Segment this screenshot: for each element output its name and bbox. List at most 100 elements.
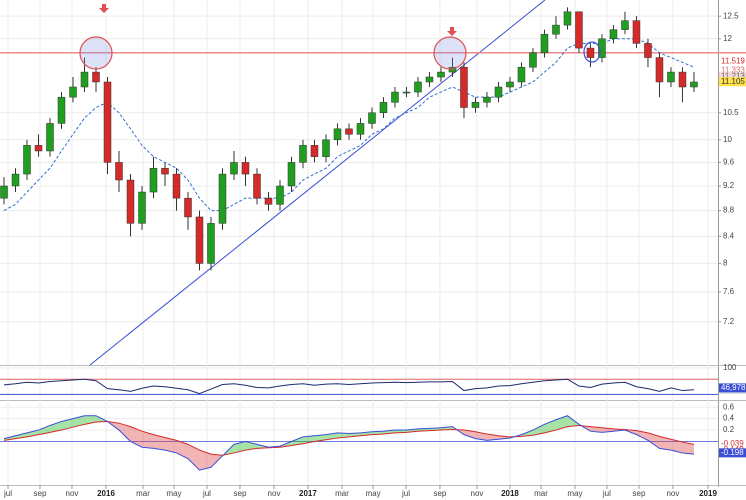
fill-band xyxy=(61,418,73,431)
fill-band xyxy=(233,441,246,453)
price-label-bg xyxy=(719,65,746,75)
trendline xyxy=(89,0,546,366)
signal-line xyxy=(3,420,695,456)
candle-body xyxy=(253,173,261,199)
candle-body xyxy=(46,123,54,152)
candle-body xyxy=(172,173,181,199)
highlight-circle xyxy=(433,36,467,70)
candle-body xyxy=(586,47,595,58)
candle-body xyxy=(230,162,238,175)
fill-band xyxy=(118,423,131,442)
candle-body xyxy=(356,123,365,135)
candle-body xyxy=(632,20,641,44)
x-tick-label: may xyxy=(166,489,181,498)
price-label-bg xyxy=(719,56,746,66)
candle-body xyxy=(460,66,468,108)
candle-body xyxy=(149,167,158,193)
highlight-circle xyxy=(79,36,113,70)
candle-body xyxy=(161,167,169,175)
x-tick-label: may xyxy=(567,489,582,498)
candle-body xyxy=(506,81,514,88)
candle-body xyxy=(138,191,146,224)
indicator-line xyxy=(3,415,695,471)
candle-body xyxy=(494,86,503,98)
x-tick-label: nov xyxy=(471,489,484,498)
candle-body xyxy=(115,162,123,181)
fill-band xyxy=(682,442,694,455)
fill-band xyxy=(245,441,257,451)
y-tick-label: 0.2 xyxy=(723,425,735,434)
candle-body xyxy=(437,71,445,78)
candle-body xyxy=(471,102,480,108)
y-tick-label: 10.5 xyxy=(723,108,739,117)
candle-body xyxy=(483,96,491,103)
candle-body xyxy=(276,185,284,205)
x-tick-label: nov xyxy=(268,489,281,498)
x-tick-label: 2016 xyxy=(97,489,115,498)
candle-body xyxy=(218,173,227,224)
candle-body xyxy=(414,81,422,93)
candle-body xyxy=(575,11,583,49)
candle-body xyxy=(345,128,353,135)
x-tick-label: 2018 xyxy=(501,489,519,498)
candle-body xyxy=(379,102,388,114)
y-tick-label: 8.4 xyxy=(723,232,735,241)
x-tick-label: sep xyxy=(34,489,47,498)
fill-band xyxy=(187,444,200,471)
x-tick-label: jul xyxy=(401,489,410,498)
highlight-circle xyxy=(583,41,601,63)
candle-body xyxy=(552,24,560,35)
price-label: 11.519 xyxy=(721,57,745,66)
fill-band xyxy=(199,450,211,471)
candle-body xyxy=(425,76,434,83)
price-label-bg xyxy=(719,77,746,87)
x-tick-label: nov xyxy=(666,489,679,498)
x-tick-label: nov xyxy=(66,489,79,498)
fill-band xyxy=(659,436,671,451)
x-tick-label: sep xyxy=(433,489,446,498)
candle-body xyxy=(184,197,192,218)
candle-body xyxy=(391,91,399,103)
candle-body xyxy=(0,185,8,199)
fill-band xyxy=(670,439,683,453)
fill-band xyxy=(544,419,556,433)
candle-body xyxy=(333,128,342,141)
arrow-down xyxy=(99,4,109,13)
x-tick-label: 2019 xyxy=(699,489,717,498)
candle-body xyxy=(264,197,273,205)
price-label: -0.039 xyxy=(721,439,744,448)
fill-band xyxy=(27,430,39,437)
y-tick-label: 0.6 xyxy=(723,402,735,411)
fill-band xyxy=(636,430,648,441)
candle-body xyxy=(540,33,549,54)
price-label: -0.198 xyxy=(721,448,744,457)
candle-body xyxy=(655,57,664,83)
candle-body xyxy=(310,145,319,157)
annotations xyxy=(79,4,601,70)
candle-body xyxy=(322,139,330,157)
candle-body xyxy=(126,179,135,224)
fill-band xyxy=(49,421,62,433)
y-tick-label: 9.6 xyxy=(723,158,735,167)
candle-body xyxy=(92,71,100,83)
candle-body xyxy=(195,216,204,264)
arrow-down xyxy=(447,27,457,36)
fill-band xyxy=(38,425,50,435)
x-tick-label: may xyxy=(365,489,380,498)
x-tick-label: sep xyxy=(234,489,247,498)
candle-body xyxy=(11,173,20,187)
fill-band xyxy=(590,426,602,433)
candle-body xyxy=(598,38,606,58)
x-tick-label: 2017 xyxy=(299,489,317,498)
candle-body xyxy=(103,81,112,163)
price-label: 11.333 xyxy=(721,66,745,75)
candle-body xyxy=(678,71,687,88)
candle-body xyxy=(690,81,698,88)
fill-band xyxy=(555,415,568,431)
fill-band xyxy=(72,415,85,428)
candle-body xyxy=(299,145,307,163)
candle-body xyxy=(57,96,66,124)
y-tick-label: 12.5 xyxy=(723,11,739,20)
y-tick-label: 8 xyxy=(723,259,728,268)
